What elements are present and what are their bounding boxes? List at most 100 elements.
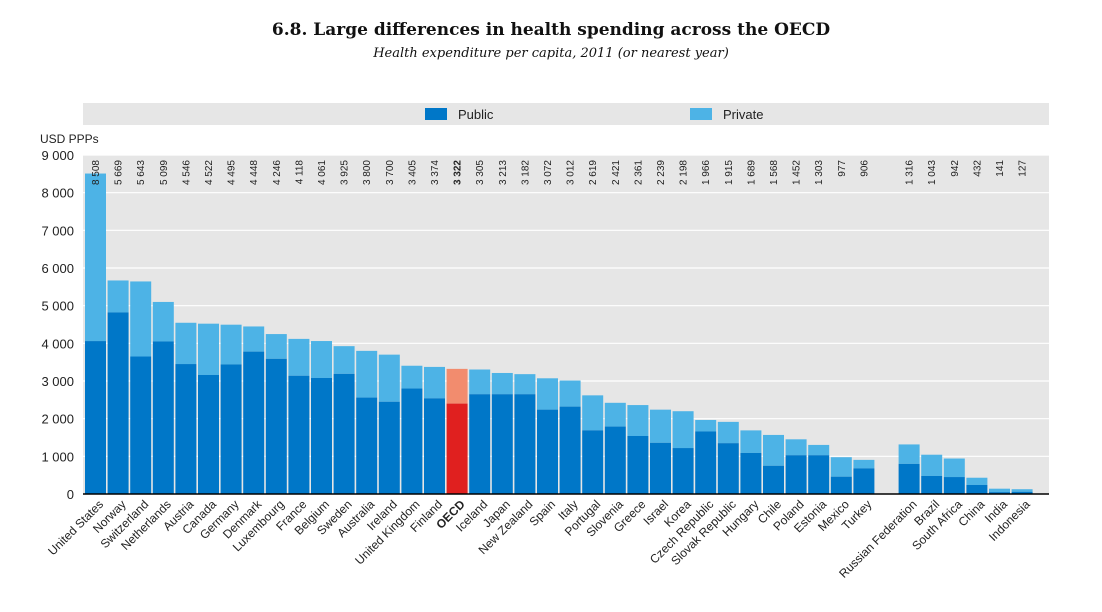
value-label: 1 689: [746, 160, 757, 185]
y-tick-label: 9 000: [41, 148, 74, 163]
bar-private: [107, 280, 129, 313]
value-label: 3 213: [498, 160, 509, 185]
value-label: 3 374: [430, 160, 441, 185]
bar-private: [175, 322, 197, 365]
bar-private: [220, 324, 242, 365]
value-label: 4 522: [204, 160, 215, 185]
bar-public: [198, 374, 219, 494]
bar-private: [695, 419, 717, 432]
bar-private: [401, 365, 423, 389]
bar-private: [356, 350, 378, 398]
bar-public: [311, 377, 332, 494]
value-label: 3 305: [475, 160, 486, 185]
bar-public: [152, 341, 174, 494]
y-tick-label: 6 000: [41, 261, 74, 276]
bar-public: [469, 394, 491, 494]
bar-public: [966, 484, 988, 494]
bar-public: [830, 476, 852, 494]
value-label: 1 316: [905, 160, 916, 185]
value-label: 141: [995, 160, 1006, 177]
value-label: 3 012: [566, 160, 577, 185]
bar-private: [763, 434, 784, 466]
bar-private: [582, 395, 604, 431]
bar-private: [943, 458, 965, 478]
bar-private: [311, 341, 332, 378]
legend-label-public: Public: [458, 107, 494, 122]
bar-public: [265, 358, 287, 494]
bar-public: [107, 312, 129, 494]
y-tick-label: 1 000: [41, 449, 74, 464]
y-tick-label: 7 000: [41, 223, 74, 238]
bar-private: [672, 411, 694, 449]
value-label: 3 322: [453, 160, 464, 185]
bar-public: [989, 492, 1010, 494]
value-label: 432: [972, 160, 983, 177]
value-label: 5 669: [114, 160, 125, 185]
value-label: 4 448: [249, 160, 260, 185]
bar-private: [989, 488, 1010, 493]
value-label: 906: [859, 160, 870, 177]
bar-public: [537, 409, 558, 494]
bar-private: [198, 323, 219, 375]
value-label: 4 118: [294, 160, 305, 185]
bar-private: [288, 338, 310, 376]
y-axis-label: USD PPPs: [40, 132, 99, 146]
value-label: 1 915: [724, 160, 735, 185]
value-label: 8 508: [91, 160, 102, 185]
y-tick-label: 8 000: [41, 186, 74, 201]
bar-public: [853, 468, 875, 494]
value-label: 4 495: [227, 160, 238, 185]
value-label: 2 361: [633, 160, 644, 185]
value-label: 3 925: [340, 160, 351, 185]
value-label: 127: [1018, 160, 1029, 177]
chart-subtitle: Health expenditure per capita, 2011 (or …: [373, 46, 729, 61]
bar-public: [175, 364, 197, 494]
bar-public: [604, 426, 626, 494]
legend-band: [83, 103, 1049, 125]
value-label: 942: [950, 160, 961, 177]
bar-private: [604, 402, 626, 427]
bar-public: [785, 455, 807, 494]
bar-private: [740, 430, 762, 453]
y-tick-label: 5 000: [41, 299, 74, 314]
value-label: 3 700: [385, 160, 396, 185]
bar-private: [378, 354, 400, 402]
bar-public: [582, 430, 604, 494]
bar-private: [898, 444, 920, 464]
value-label: 4 546: [181, 160, 192, 185]
bar-public: [672, 448, 694, 494]
bar-public: [740, 452, 762, 494]
bar-public: [514, 394, 536, 494]
value-label: 3 800: [362, 160, 373, 185]
bar-public: [85, 341, 106, 494]
bar-private: [265, 334, 287, 359]
value-label: 2 198: [679, 160, 690, 185]
value-label: 2 619: [588, 160, 599, 185]
bar-private: [830, 457, 852, 477]
bar-public: [424, 398, 445, 494]
bar-public: [288, 375, 310, 494]
category-label: China: [955, 497, 987, 529]
bar-public: [808, 455, 830, 494]
bar-public: [220, 364, 242, 494]
y-tick-label: 4 000: [41, 336, 74, 351]
bar-private: [921, 454, 943, 476]
y-tick-label: 2 000: [41, 412, 74, 427]
chart-title: 6.8. Large differences in health spendin…: [271, 20, 831, 40]
bar-public: [333, 373, 355, 494]
bar-private: [424, 366, 445, 399]
bar-private: [650, 409, 671, 443]
bar-public: [446, 403, 468, 494]
bar-private: [469, 369, 491, 395]
bar-private: [333, 346, 355, 374]
value-label: 1 303: [814, 160, 825, 185]
value-label: 3 182: [520, 160, 531, 185]
bar-public: [1011, 491, 1033, 494]
bar-private: [808, 444, 830, 456]
value-label: 5 643: [136, 160, 147, 185]
legend-label-private: Private: [723, 107, 763, 122]
category-label: Spain: [527, 497, 559, 529]
bar-private: [785, 439, 807, 456]
bar-public: [763, 465, 784, 494]
